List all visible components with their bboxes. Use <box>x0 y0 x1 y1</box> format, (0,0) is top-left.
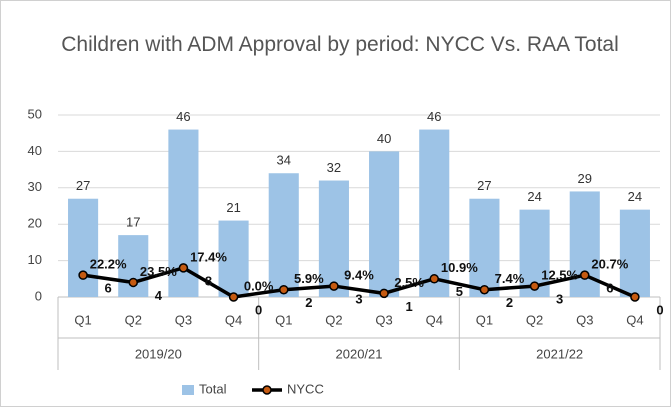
line-value-label: 2 <box>305 295 312 310</box>
bar <box>469 198 500 297</box>
line-marker <box>630 292 640 302</box>
line-value-label: 8 <box>205 273 212 288</box>
line-value-label: 4 <box>155 288 163 303</box>
line-percent-label: 20.7% <box>591 257 628 272</box>
line-percent-label: 0.0% <box>244 278 274 293</box>
line-value-label: 6 <box>105 281 112 296</box>
line-value-label: 5 <box>456 284 463 299</box>
line <box>82 265 636 299</box>
y-tick-label: 50 <box>28 106 42 121</box>
bar-value-label: 21 <box>226 200 240 215</box>
line-value-label: 3 <box>556 292 563 307</box>
line-marker <box>279 284 289 295</box>
bar <box>68 198 99 297</box>
bar <box>419 129 450 297</box>
line-marker <box>329 281 339 291</box>
line-value-label: 0 <box>656 302 663 317</box>
line-marker <box>178 263 189 273</box>
x-tick-label: Q1 <box>275 312 292 327</box>
line-marker <box>128 277 138 288</box>
line-marker <box>429 274 439 284</box>
x-tick-label: Q4 <box>426 312 443 327</box>
bar-value-label: 24 <box>628 189 642 204</box>
bar-value-label: 32 <box>327 160 341 175</box>
bar-value-label: 17 <box>126 215 140 230</box>
line-value-label: 0 <box>255 302 262 317</box>
legend-swatch <box>182 385 194 395</box>
line-percent-label: 17.4% <box>190 249 227 264</box>
y-tick-label: 20 <box>28 216 42 231</box>
group-label: 2021/22 <box>536 346 583 361</box>
line-marker <box>529 281 540 291</box>
line-percent-label: 5.9% <box>294 271 324 286</box>
line-marker <box>78 270 88 280</box>
y-tick-label: 10 <box>28 252 42 267</box>
legend-label: Total <box>199 381 227 396</box>
line-marker <box>580 270 590 280</box>
x-tick-label: Q3 <box>576 312 593 327</box>
line-marker <box>479 284 490 295</box>
line-percent-label: 12.5% <box>541 268 578 283</box>
group-label: 2020/21 <box>336 346 383 361</box>
x-tick-label: Q3 <box>175 312 192 327</box>
bar-value-label: 46 <box>427 109 441 124</box>
bar <box>369 151 400 297</box>
x-tick-label: Q2 <box>325 312 342 327</box>
line-percent-label: 22.2% <box>90 257 127 272</box>
x-tick-label: Q2 <box>125 312 142 327</box>
line-value-label: 3 <box>355 292 362 307</box>
x-tick-label: Q1 <box>74 312 91 327</box>
legend-label: NYCC <box>287 381 324 396</box>
line-percent-label: 7.4% <box>495 271 525 286</box>
x-tick-label: Q3 <box>375 312 392 327</box>
line-marker <box>379 288 389 299</box>
bar-value-label: 34 <box>277 153 291 168</box>
bar-value-label: 27 <box>76 178 90 193</box>
x-tick-label: Q4 <box>225 312 242 327</box>
line-value-label: 1 <box>406 299 413 314</box>
bar <box>619 209 650 297</box>
legend-marker <box>262 385 272 395</box>
bar-value-label: 40 <box>377 131 391 146</box>
line-percent-label: 2.5% <box>394 275 424 290</box>
line-percent-label: 10.9% <box>441 260 478 275</box>
bar <box>218 220 249 297</box>
line-percent-label: 23.5% <box>140 264 177 279</box>
y-tick-label: 40 <box>28 143 42 158</box>
y-tick-label: 30 <box>28 179 42 194</box>
bar-value-label: 29 <box>578 171 592 186</box>
x-tick-label: Q2 <box>526 312 543 327</box>
line-value-label: 6 <box>606 281 613 296</box>
bar-value-label: 27 <box>477 178 491 193</box>
line-marker <box>228 292 239 302</box>
x-tick-label: Q4 <box>626 312 643 327</box>
bar-value-label: 24 <box>527 189 541 204</box>
x-tick-label: Q1 <box>476 312 493 327</box>
line-percent-label: 9.4% <box>344 268 374 283</box>
group-label: 2019/20 <box>135 346 182 361</box>
bar <box>268 173 299 297</box>
chart-title: Children with ADM Approval by period: NY… <box>61 33 619 56</box>
y-tick-label: 0 <box>35 288 42 303</box>
bar-value-label: 46 <box>176 109 190 124</box>
line-value-label: 2 <box>506 295 513 310</box>
bar <box>318 180 349 297</box>
